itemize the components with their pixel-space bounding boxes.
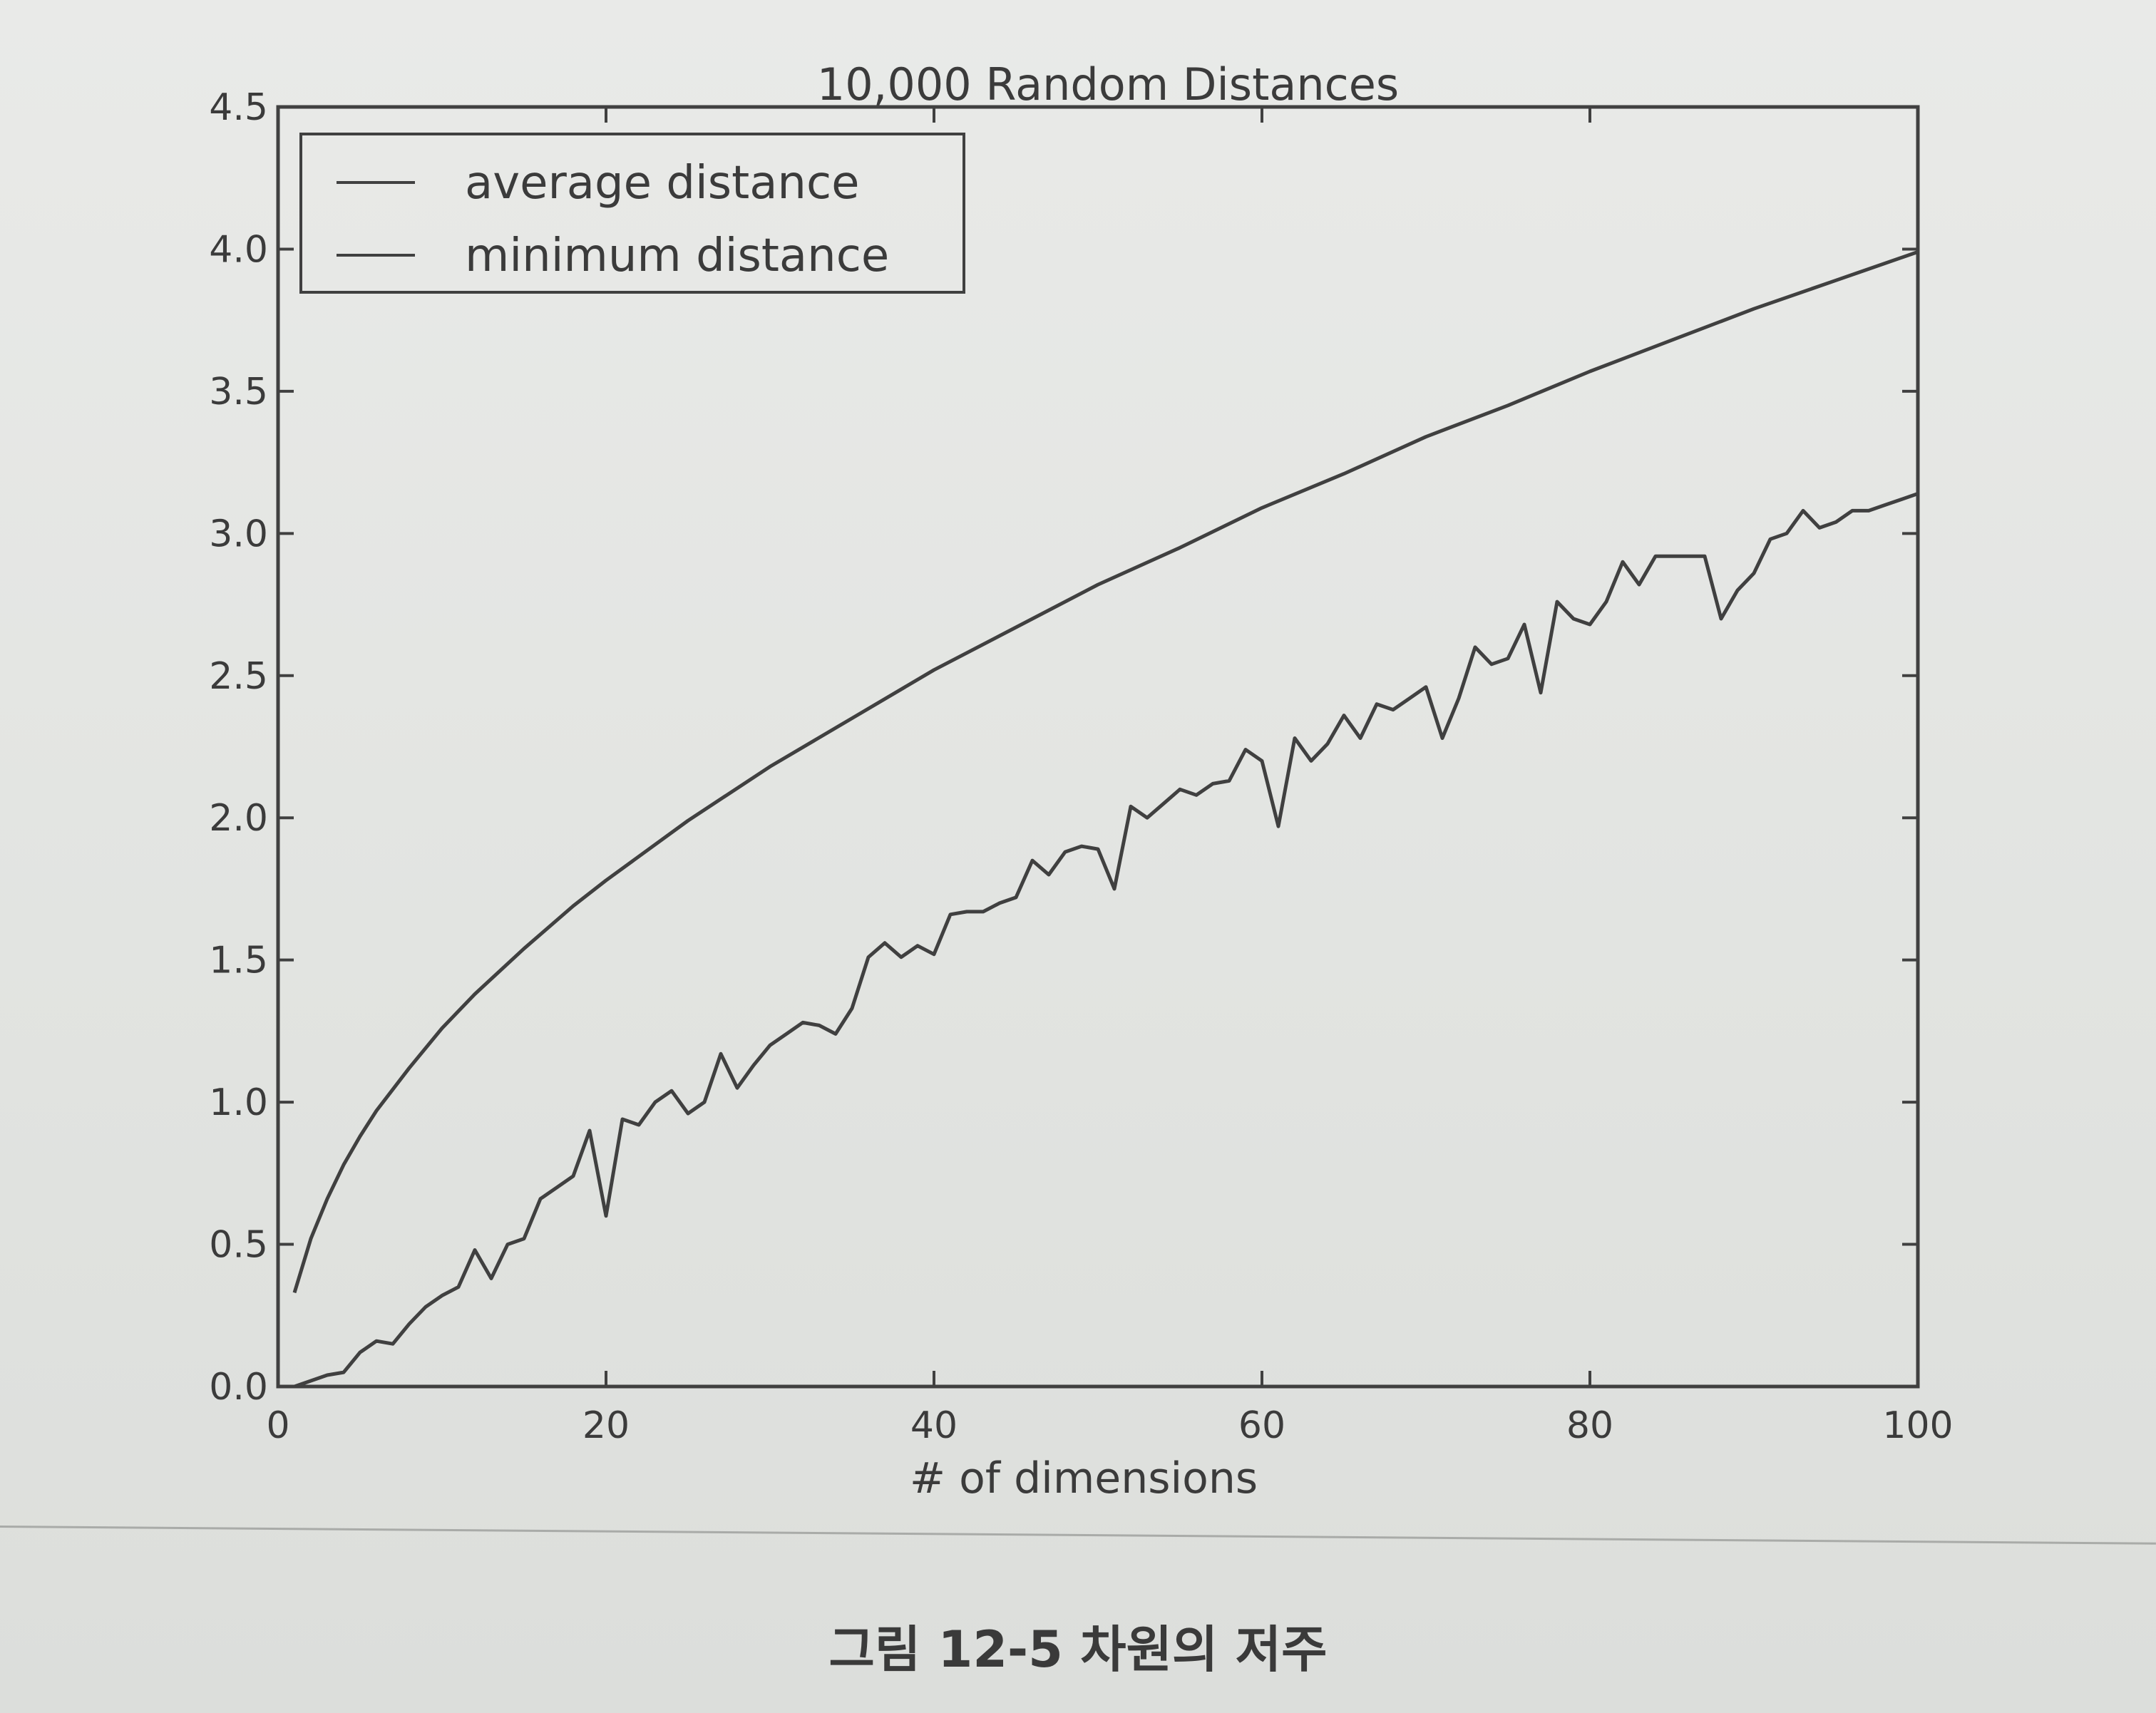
x-axis-title: # of dimensions: [910, 1454, 1258, 1503]
chart: 0 20 40 60 80 100 0.0 0.5 1.0 1.5 2.0 2.5 3.0 3.5 4.0 4…: [209, 58, 1953, 1503]
x-tick-label: 100: [1882, 1404, 1953, 1447]
x-tick-label: 20: [582, 1404, 630, 1447]
x-tick-label: 0: [266, 1404, 289, 1447]
legend-box: [299, 133, 965, 294]
y-tick-label: 2.5: [209, 655, 268, 698]
y-tick-label: 3.0: [209, 513, 268, 555]
y-tick-label: 3.5: [209, 371, 268, 413]
chart-title: 10,000 Random Distances: [817, 58, 1399, 110]
y-tick-label: 2.0: [209, 797, 268, 840]
y-tick-label: 0.0: [209, 1366, 268, 1409]
y-tick-label: 0.5: [209, 1224, 268, 1267]
plot-area: 0 20 40 60 80 100 0.0 0.5 1.0 1.5 2.0 2.5 3.0 3.5 4.0 4…: [209, 86, 1953, 1447]
average-distance-line: [292, 250, 1919, 1294]
x-tick-label: 80: [1566, 1404, 1613, 1447]
y-tick-label: 4.0: [209, 228, 268, 271]
legend-label: minimum distance: [465, 230, 889, 282]
legend-label: average distance: [465, 157, 860, 210]
minimum-distance-line: [278, 492, 1919, 1389]
y-tick-label: 1.5: [209, 940, 268, 982]
plot-frame: [276, 105, 1920, 1389]
x-tick-label: 60: [1238, 1404, 1285, 1447]
figure-caption: 그림 12-5 차원의 저주: [828, 1620, 1328, 1679]
y-tick-label: 4.5: [209, 86, 268, 129]
caption-rule: [0, 1526, 2156, 1545]
x-tick-label: 40: [910, 1404, 958, 1447]
y-tick-label: 1.0: [209, 1081, 268, 1124]
